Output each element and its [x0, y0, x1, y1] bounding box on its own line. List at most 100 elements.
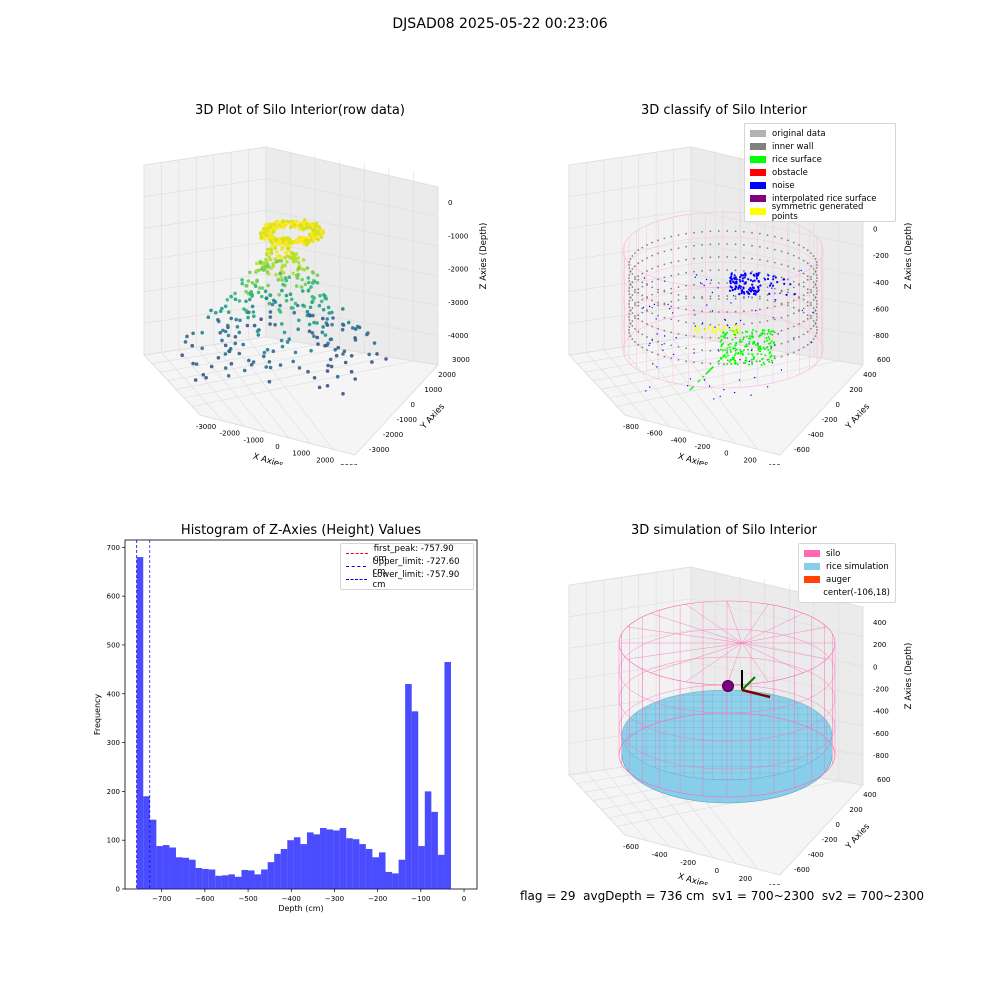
p2-symmetric-point — [707, 327, 710, 330]
p2-grid — [586, 352, 648, 421]
p2-inner-wall-point — [701, 244, 703, 246]
p1-point — [309, 285, 313, 289]
p2-inner-wall-point — [701, 283, 703, 285]
p2-rice-surface-point — [752, 341, 755, 344]
p2-inner-wall-point — [766, 234, 769, 236]
p1-point — [366, 331, 370, 335]
p1-point — [272, 230, 276, 234]
p2-inner-wall-point — [802, 320, 805, 323]
p2-noise-point — [642, 306, 645, 309]
p3-bar — [136, 557, 144, 889]
p2-inner-wall-point — [815, 267, 818, 269]
p1-point — [310, 295, 315, 299]
legend-swatch — [750, 169, 766, 176]
p2-noise-point — [755, 277, 758, 280]
p3-bar — [346, 838, 353, 889]
p2-inner-wall-point — [802, 311, 805, 314]
p2-inner-wall-point — [646, 323, 648, 325]
p2-noise-point — [789, 283, 792, 286]
p2-noise-point — [753, 279, 756, 282]
p2-noise-point — [737, 287, 740, 290]
legend-label: first_peak: -757.90 cm — [373, 543, 454, 564]
p2-rice-surface-point — [770, 359, 773, 362]
p2-noise-point — [724, 319, 727, 321]
p2-inner-wall-point — [677, 247, 680, 249]
plot2-title: 3D classify of Silo Interior — [640, 103, 808, 118]
p1-point — [317, 225, 322, 229]
p2-inner-wall-point — [810, 289, 812, 291]
p2-inner-wall-point — [709, 269, 712, 272]
p4-xtick-label: -200 — [680, 859, 696, 867]
p2-inner-wall-point — [816, 316, 818, 318]
p2-inner-wall-point — [806, 262, 809, 265]
p2-inner-wall-point — [812, 281, 815, 283]
p2-noise-point — [742, 274, 745, 277]
p2-noise-point — [744, 282, 747, 285]
p3-bar — [306, 832, 314, 889]
p2-inner-wall-point — [701, 270, 703, 272]
p1-point — [353, 338, 358, 342]
p2-inner-wall-point — [806, 330, 809, 333]
p2-noise-point — [649, 342, 651, 345]
p4-ztick-label: -200 — [873, 686, 889, 694]
p4-silo-roof — [627, 642, 743, 660]
p2-xlabel: X Axies — [677, 452, 710, 465]
p1-point — [308, 314, 312, 318]
p2-rice-surface-point — [752, 336, 755, 339]
p2-noise-point — [750, 394, 752, 396]
p2-ztick-label: -800 — [873, 332, 889, 340]
p1-grid — [143, 241, 439, 277]
p1-xtick-label: 1000 — [292, 450, 310, 458]
p1-point — [343, 360, 348, 365]
p2-inner-wall-point — [685, 334, 687, 337]
p2-inner-wall-point — [637, 330, 640, 333]
p2-inner-wall-point — [814, 335, 817, 337]
p1-point — [290, 297, 294, 302]
p2-rice-surface-point — [763, 363, 766, 366]
p2-inner-wall-point — [677, 320, 680, 322]
p2-inner-wall-point — [812, 325, 815, 327]
p2-noise-point — [746, 290, 749, 293]
p1-point — [233, 335, 238, 339]
p1-point — [284, 293, 289, 298]
p2-inner-wall-point — [685, 347, 687, 350]
p1-point — [209, 308, 213, 313]
p2-inner-wall-point — [798, 270, 800, 272]
p2-symmetric-point — [733, 331, 736, 334]
p2-rice-surface-point — [748, 335, 751, 338]
p1-point — [301, 258, 306, 262]
p1-point — [304, 243, 309, 247]
p2-inner-wall-point — [646, 257, 648, 259]
p2-inner-wall-point — [663, 329, 666, 332]
p2-inner-wall-point — [646, 336, 648, 338]
p2-inner-wall-point — [651, 306, 654, 309]
p2-inner-wall-point — [634, 291, 636, 293]
p2-rice-surface-point — [741, 352, 744, 355]
p2-inner-wall-point — [631, 268, 634, 270]
p1-point — [296, 260, 301, 265]
p1-point — [256, 290, 261, 295]
p1-point — [280, 225, 284, 230]
p2-inner-wall-point — [685, 271, 687, 274]
p3-bar — [215, 875, 222, 889]
plot3-histogram: −700 −600 −500 −400 −300 −200 −100 0 0 100 200 300 4… — [93, 539, 478, 913]
p2-inner-wall-point — [787, 327, 789, 330]
p2-ylabel: Y Axies — [843, 401, 872, 432]
p2-inner-wall-point — [670, 331, 673, 334]
p2-noise-point — [694, 276, 696, 278]
p2-inner-wall-point — [773, 300, 776, 303]
p4-silo-roof — [726, 600, 743, 644]
p2-inner-wall-point — [670, 318, 673, 321]
p2-noise-point — [748, 360, 751, 363]
p2-inner-wall-point — [717, 311, 720, 313]
p2-inner-wall-point — [743, 270, 745, 272]
p2-ztick-label: -600 — [873, 305, 889, 313]
p1-point — [269, 266, 274, 270]
p1-grid — [143, 178, 439, 217]
p1-point — [307, 235, 312, 240]
p2-rice-surface-point — [763, 348, 766, 351]
p4-silo-roof — [741, 604, 769, 644]
p1-point — [242, 307, 246, 311]
p3-bar — [418, 846, 425, 889]
p2-rice-surface-point — [763, 340, 766, 343]
